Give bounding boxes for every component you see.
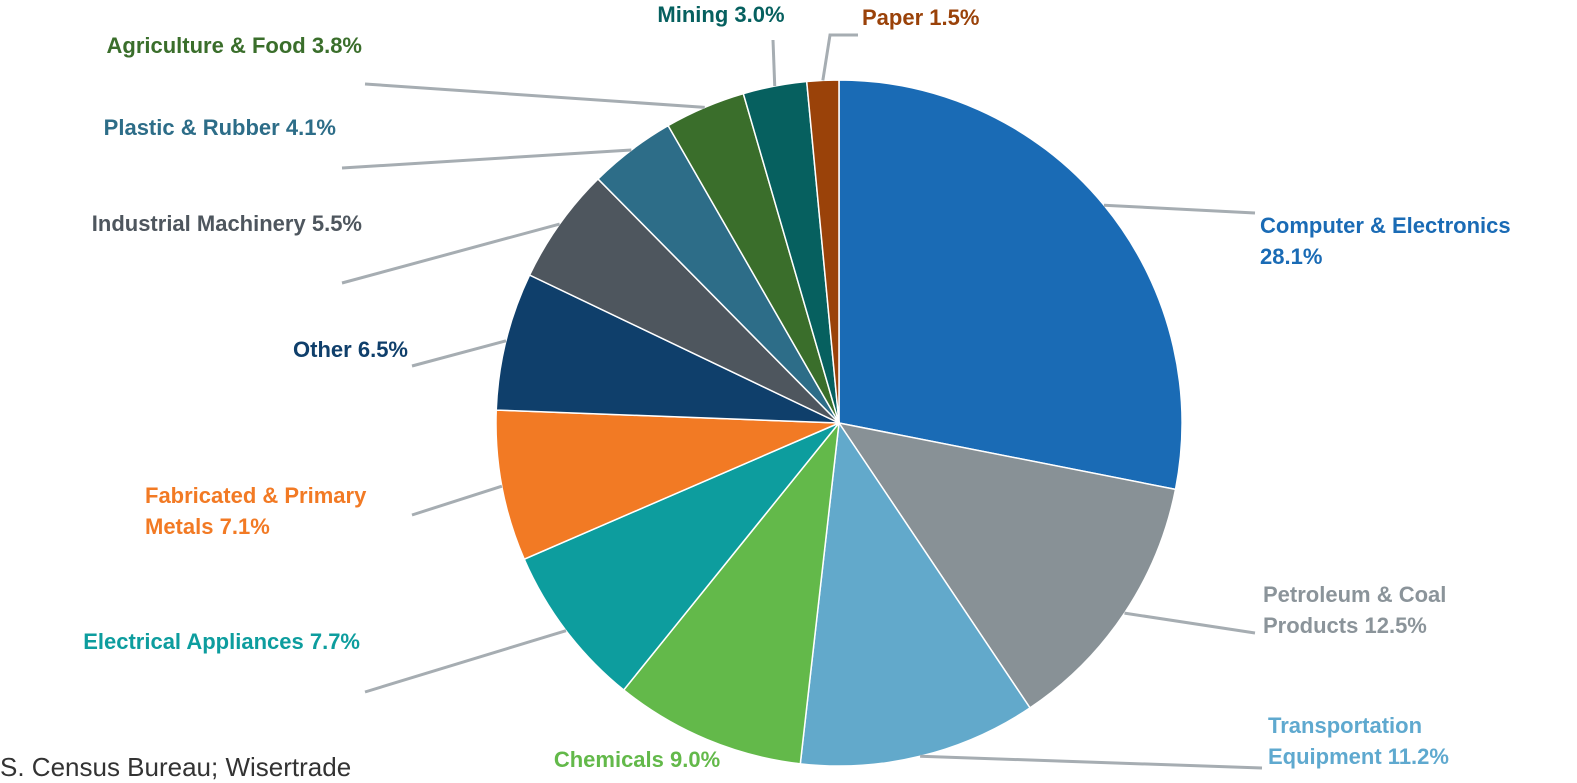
slice-label: Other 6.5% <box>293 334 408 365</box>
category-name: Transportation Equipment <box>1268 713 1423 769</box>
value-label: 3.8% <box>311 33 362 58</box>
pie-slice <box>837 421 1177 709</box>
value-label: 3.0% <box>734 2 785 27</box>
pie-slice <box>495 274 840 424</box>
value-label: 9.0% <box>670 747 721 772</box>
leader-line <box>1103 203 1256 215</box>
value-label: 6.5% <box>357 337 408 362</box>
pie-slice <box>523 422 840 692</box>
leader-line <box>411 339 507 368</box>
slice-label: Transportation Equipment 11.2% <box>1268 710 1498 772</box>
category-name: Paper <box>862 5 924 30</box>
value-label: 12.5% <box>1364 613 1427 638</box>
slice-label: Industrial Machinery 5.5% <box>92 208 362 239</box>
category-name: Other <box>293 337 352 362</box>
slice-label: Agriculture & Food 3.8% <box>107 30 363 61</box>
value-label: 1.5% <box>929 5 980 30</box>
slice-label: Fabricated & Primary Metals 7.1% <box>145 480 420 542</box>
source-note: S. Census Bureau; Wisertrade <box>0 752 352 782</box>
slice-label: Paper 1.5% <box>862 2 979 33</box>
leader-line <box>341 222 561 285</box>
category-name: Mining <box>657 2 729 27</box>
category-name: Agriculture & Food <box>106 33 306 58</box>
slice-label: Computer & Electronics 28.1% <box>1260 210 1570 272</box>
value-label: 11.2% <box>1387 744 1449 769</box>
category-name: Industrial Machinery <box>91 211 306 236</box>
slice-label: Petroleum & Coal Products 12.5% <box>1263 579 1493 641</box>
leader-line <box>771 39 777 87</box>
slice-label: Plastic & Rubber 4.1% <box>104 112 336 143</box>
value-label: 28.1% <box>1260 244 1323 269</box>
category-name: Electrical Appliances <box>83 629 304 654</box>
category-name: Plastic & Rubber <box>103 115 280 140</box>
slice-label: Mining 3.0% <box>657 0 784 30</box>
pie-slice <box>838 79 1183 491</box>
leader-line <box>920 754 1263 770</box>
value-label: 7.7% <box>309 629 360 654</box>
value-label: 7.1% <box>219 514 270 539</box>
slice-label: Chemicals 9.0% <box>554 744 720 775</box>
leader-line <box>341 148 632 170</box>
category-name: Chemicals <box>553 747 664 772</box>
leader-line <box>364 629 567 694</box>
pie-slice <box>622 420 841 765</box>
value-label: 4.1% <box>285 115 336 140</box>
leader-line <box>821 33 858 81</box>
category-name: Petroleum & Coal Products <box>1263 582 1447 638</box>
category-name: Computer & Electronics <box>1260 213 1511 238</box>
leader-line <box>364 82 705 109</box>
slice-label: Electrical Appliances 7.7% <box>83 626 360 657</box>
leader-line <box>1124 611 1256 635</box>
category-name: Fabricated & Primary Metals <box>145 483 367 539</box>
leader-line <box>411 484 503 517</box>
value-label: 5.5% <box>311 211 362 236</box>
